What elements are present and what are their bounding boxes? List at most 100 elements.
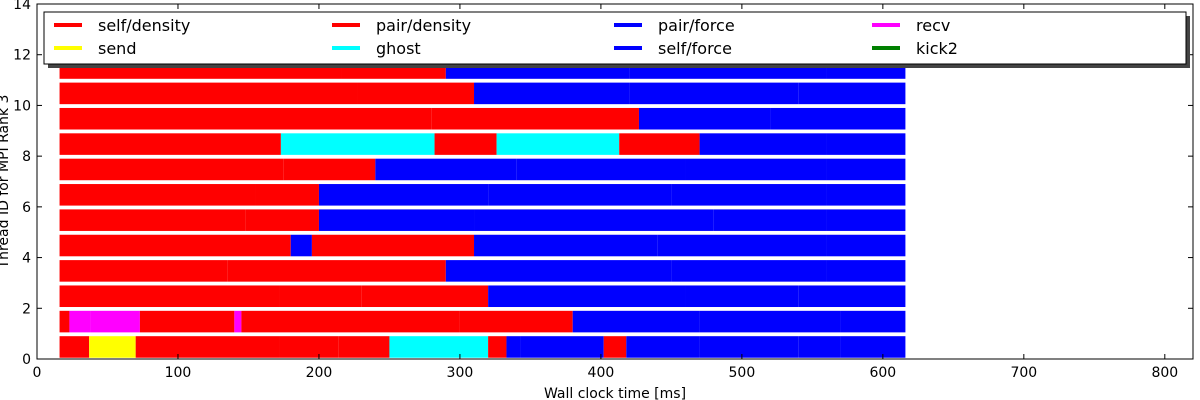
x-tick-label: 300 <box>447 365 474 381</box>
task-bar <box>357 82 475 105</box>
task-bar <box>311 234 475 257</box>
legend-box <box>43 11 1187 65</box>
task-bar <box>59 285 280 308</box>
task-bar <box>459 310 573 333</box>
task-bar <box>826 184 906 206</box>
task-bar <box>59 158 284 181</box>
task-bar <box>59 336 90 358</box>
task-bar <box>389 336 489 358</box>
task-bar <box>59 209 246 231</box>
task-bar <box>840 310 906 333</box>
task-bar <box>241 310 460 333</box>
task-bar <box>89 336 136 358</box>
x-tick-label: 700 <box>1010 365 1037 381</box>
task-bar <box>826 158 906 181</box>
y-tick-label: 8 <box>22 149 31 165</box>
task-bar <box>798 285 906 308</box>
task-bar <box>826 209 906 231</box>
axis-ticks: 0 100 200 300 400 500 600 700 800 0 2 4 6 8 10 12 14 <box>13 0 1193 381</box>
task-bar <box>626 336 700 358</box>
task-bar <box>474 209 714 231</box>
task-bar <box>506 336 521 358</box>
plot-frame <box>36 3 1194 360</box>
task-bar <box>840 336 906 358</box>
task-bar <box>280 133 435 155</box>
y-tick-label: 2 <box>22 301 31 317</box>
task-bar <box>798 336 841 358</box>
task-bar <box>699 336 799 358</box>
task-bar <box>59 184 256 206</box>
y-tick-label: 12 <box>13 48 31 64</box>
task-bar <box>826 234 906 257</box>
legend-label: ghost <box>376 39 421 58</box>
task-bar <box>603 336 627 358</box>
task-bar <box>516 158 686 181</box>
task-bar <box>135 336 280 358</box>
task-bar <box>69 310 91 333</box>
task-bar <box>290 234 312 257</box>
y-tick-label: 10 <box>13 98 31 114</box>
task-bar <box>283 158 376 181</box>
task-bar <box>375 158 517 181</box>
x-axis-label: Wall clock time [ms] <box>544 386 686 400</box>
y-tick-label: 4 <box>22 251 31 267</box>
task-bar <box>572 310 700 333</box>
x-tick-label: 0 <box>33 365 42 381</box>
task-bar <box>713 209 827 231</box>
x-tick-label: 800 <box>1151 365 1178 381</box>
task-bar <box>685 158 827 181</box>
y-tick-label: 6 <box>22 200 31 216</box>
task-bar <box>59 234 291 257</box>
x-tick-label: 500 <box>729 365 756 381</box>
task-bar <box>279 336 339 358</box>
task-bar <box>657 234 827 257</box>
task-bar <box>671 260 827 282</box>
task-bar <box>318 209 475 231</box>
legend-label: send <box>98 39 136 58</box>
task-bar <box>139 310 235 333</box>
x-tick-label: 600 <box>869 365 896 381</box>
task-bar <box>59 107 432 130</box>
task-bar <box>59 82 358 105</box>
legend-label: recv <box>916 16 950 35</box>
task-bar <box>431 107 639 130</box>
x-tick-label: 200 <box>306 365 333 381</box>
legend-label: self/density <box>98 16 190 35</box>
task-bar <box>434 133 497 155</box>
task-bar <box>361 285 489 308</box>
task-bar <box>798 82 906 105</box>
task-bar <box>90 310 140 333</box>
task-bar <box>474 82 630 105</box>
task-bar <box>496 133 620 155</box>
task-bar <box>629 82 799 105</box>
y-axis-label: Thread ID for MPI Rank 3 <box>0 95 12 270</box>
legend-label: pair/density <box>376 16 471 35</box>
task-bar <box>59 310 70 333</box>
task-bar <box>685 285 799 308</box>
legend-label: pair/force <box>658 16 735 35</box>
task-bar <box>488 184 672 206</box>
task-bar <box>488 336 507 358</box>
task-bar <box>770 107 906 130</box>
y-tick-label: 0 <box>22 352 31 368</box>
task-bar <box>338 336 390 358</box>
x-tick-label: 100 <box>165 365 192 381</box>
task-bar <box>520 336 604 358</box>
legend: self/density send pair/density ghost pair/fo… <box>43 11 1190 68</box>
task-bar <box>234 310 242 333</box>
task-bars <box>59 57 906 358</box>
task-bar <box>59 260 228 282</box>
task-bar <box>474 234 658 257</box>
task-bar <box>445 260 672 282</box>
task-bar <box>699 310 841 333</box>
task-bar <box>245 209 319 231</box>
x-tick-label: 400 <box>588 365 615 381</box>
task-bar <box>59 133 281 155</box>
y-tick-label: 14 <box>13 0 31 13</box>
task-bar <box>826 133 906 155</box>
task-bar <box>826 260 906 282</box>
task-bar <box>488 285 686 308</box>
task-bar <box>619 133 700 155</box>
task-bar <box>227 260 446 282</box>
